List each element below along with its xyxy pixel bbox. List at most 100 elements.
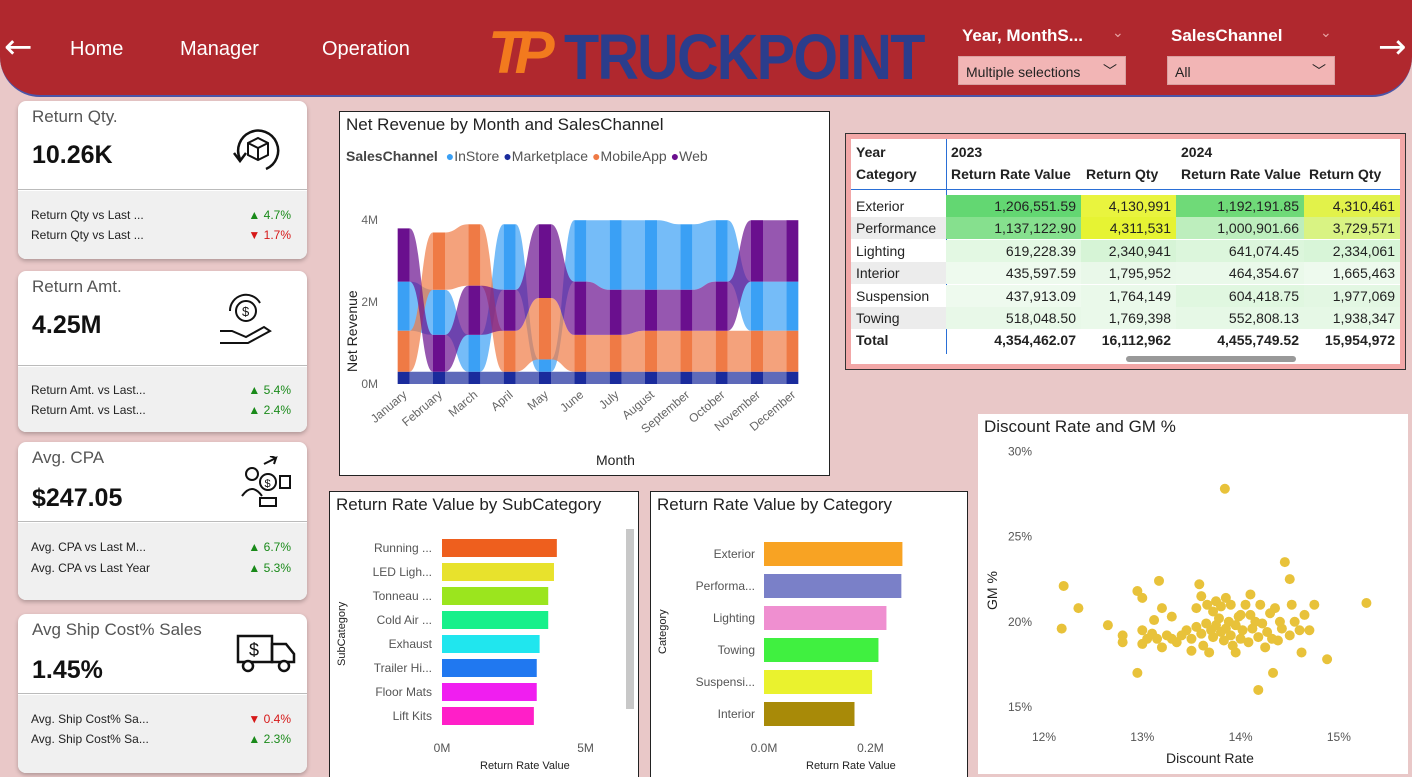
scatter-point <box>1279 557 1290 568</box>
ribbon-band <box>657 330 681 372</box>
nav-operation[interactable]: Operation <box>322 38 410 60</box>
ribbon-band <box>480 371 504 384</box>
x-tick-label: 12% <box>1032 730 1056 744</box>
bar-chart-return-by-category[interactable]: Return Rate Value by Category Exterior Pe… <box>650 491 968 777</box>
scatter-plot: 12% 13% 14% 15% 15% 20% 25% 30% <box>1008 444 1372 744</box>
logo-text: TRUCKPOINT <box>564 21 925 93</box>
scatter-point <box>1304 625 1315 636</box>
ribbon-segment <box>786 281 799 331</box>
matrix-cell: 518,048.50 <box>946 307 1081 329</box>
ribbon-band <box>515 298 539 372</box>
vertical-scrollbar[interactable] <box>626 529 634 709</box>
ribbon-segment <box>574 220 587 282</box>
ribbon-segment <box>503 371 516 384</box>
ribbon-segment <box>645 220 657 290</box>
scatter-point <box>1253 632 1264 643</box>
ribbon-segment <box>609 220 622 290</box>
scatter-point <box>1166 611 1177 622</box>
y-axis-label: GM % <box>984 571 1000 610</box>
saleschannel-dropdown[interactable]: All ﹀ <box>1167 56 1335 85</box>
bar <box>442 539 557 557</box>
ribbon-band <box>692 330 716 372</box>
x-tick-label: 0.0M <box>751 741 778 755</box>
scatter-point <box>1186 645 1197 656</box>
kpi-title: Avg Ship Cost% Sales <box>32 620 202 639</box>
matrix-measure-header: Return Rate Value <box>1181 166 1301 182</box>
scatter-point <box>1132 667 1143 678</box>
y-tick-label: Running ... <box>374 541 432 555</box>
year-month-dropdown[interactable]: Multiple selections ﹀ <box>958 56 1126 85</box>
scatter-point <box>1186 633 1197 644</box>
slicer-collapse-chevron-icon[interactable]: ⌄ <box>1112 24 1124 40</box>
ribbon-segment <box>715 220 728 282</box>
ribbon-segment <box>503 224 516 290</box>
ribbon-band <box>621 371 645 384</box>
y-tick-label: Lighting <box>713 611 755 625</box>
y-tick-label: Performa... <box>696 579 755 593</box>
y-axis-label: SubCategory <box>336 601 348 666</box>
scatter-chart-discount-gm[interactable]: Discount Rate and GM % 12% 13% 14% 15% 15% 20… <box>978 414 1408 774</box>
nav-manager[interactable]: Manager <box>180 38 259 60</box>
legend-item[interactable]: ●Web <box>670 148 708 164</box>
ribbon-segment <box>539 298 551 360</box>
matrix-cell: 4,310,461 <box>1304 195 1400 217</box>
x-tick-label: February <box>399 388 445 430</box>
scatter-point <box>1233 611 1244 622</box>
horizontal-scrollbar[interactable] <box>1126 356 1296 362</box>
x-axis-label: Discount Rate <box>1166 750 1254 766</box>
scatter-point <box>1260 642 1271 653</box>
ribbon-band <box>445 371 469 384</box>
return-box-icon <box>233 129 280 171</box>
x-tick-label: June <box>557 387 586 415</box>
scatter-point <box>1225 599 1236 610</box>
ribbon-band <box>515 224 539 331</box>
ribbon-segment <box>751 330 763 372</box>
scatter-point <box>1230 620 1241 631</box>
subcategory-plot: Running ... LED Ligh... Tonneau ... Cold Ai… <box>373 539 594 755</box>
bar-chart-return-by-subcategory[interactable]: Return Rate Value by SubCategory Running… <box>329 491 639 777</box>
legend-item[interactable]: ●MobileApp <box>592 148 667 164</box>
legend-title: SalesChannel <box>346 148 438 164</box>
matrix-total-cell: 4,455,749.52 <box>1217 332 1299 349</box>
ribbon-segment <box>715 371 728 384</box>
y-tick-label: Suspensi... <box>696 675 755 689</box>
scatter-point <box>1268 667 1279 678</box>
legend-item[interactable]: ●InStore <box>445 148 500 164</box>
truckpoint-logo: TP TRUCKPOINT <box>486 14 926 93</box>
ribbon-band <box>763 371 787 384</box>
kpi-comparison-delta: ▲ 4.7% <box>248 208 291 222</box>
kpi-comparison-label: Avg. CPA vs Last M... <box>31 540 146 554</box>
nav-home[interactable]: Home <box>70 38 124 60</box>
ribbon-segment <box>715 330 728 372</box>
kpi-title: Return Amt. <box>32 277 122 296</box>
scatter-point <box>1058 580 1069 591</box>
matrix-cell: 1,764,149 <box>1081 284 1176 307</box>
matrix-row-label: Suspension <box>851 284 946 307</box>
ribbon-segment <box>468 334 481 372</box>
legend-item[interactable]: ●Marketplace <box>503 148 589 164</box>
scatter-point <box>1156 642 1167 653</box>
ribbon-segment <box>715 281 728 331</box>
ribbon-band <box>586 334 610 372</box>
matrix-cell: 1,769,398 <box>1081 307 1176 329</box>
scatter-point <box>1073 603 1084 614</box>
ribbon-chart-net-revenue[interactable]: Net Revenue by Month and SalesChannel Sa… <box>339 111 830 476</box>
chevron-down-icon: ﹀ <box>1312 63 1326 79</box>
scatter-point <box>1225 630 1236 641</box>
matrix-total-cell: 15,954,972 <box>1324 332 1395 349</box>
ribbon-band <box>657 289 681 331</box>
scatter-point <box>1257 618 1268 629</box>
back-arrow-icon[interactable]: ← <box>4 27 33 67</box>
ribbon-band <box>409 228 433 372</box>
matrix-cell: 2,340,941 <box>1081 239 1176 262</box>
ribbon-segment <box>751 220 763 282</box>
slicer-collapse-chevron-icon[interactable]: ⌄ <box>1320 24 1332 40</box>
delivery-truck-icon: $ <box>236 634 296 673</box>
scatter-point <box>1322 654 1333 665</box>
scatter-point <box>1056 623 1067 634</box>
forward-arrow-icon[interactable]: → <box>1378 27 1407 67</box>
ribbon-band <box>586 220 610 290</box>
scatter-point <box>1245 589 1256 600</box>
scatter-point <box>1276 623 1287 634</box>
ribbon-band <box>621 220 645 290</box>
